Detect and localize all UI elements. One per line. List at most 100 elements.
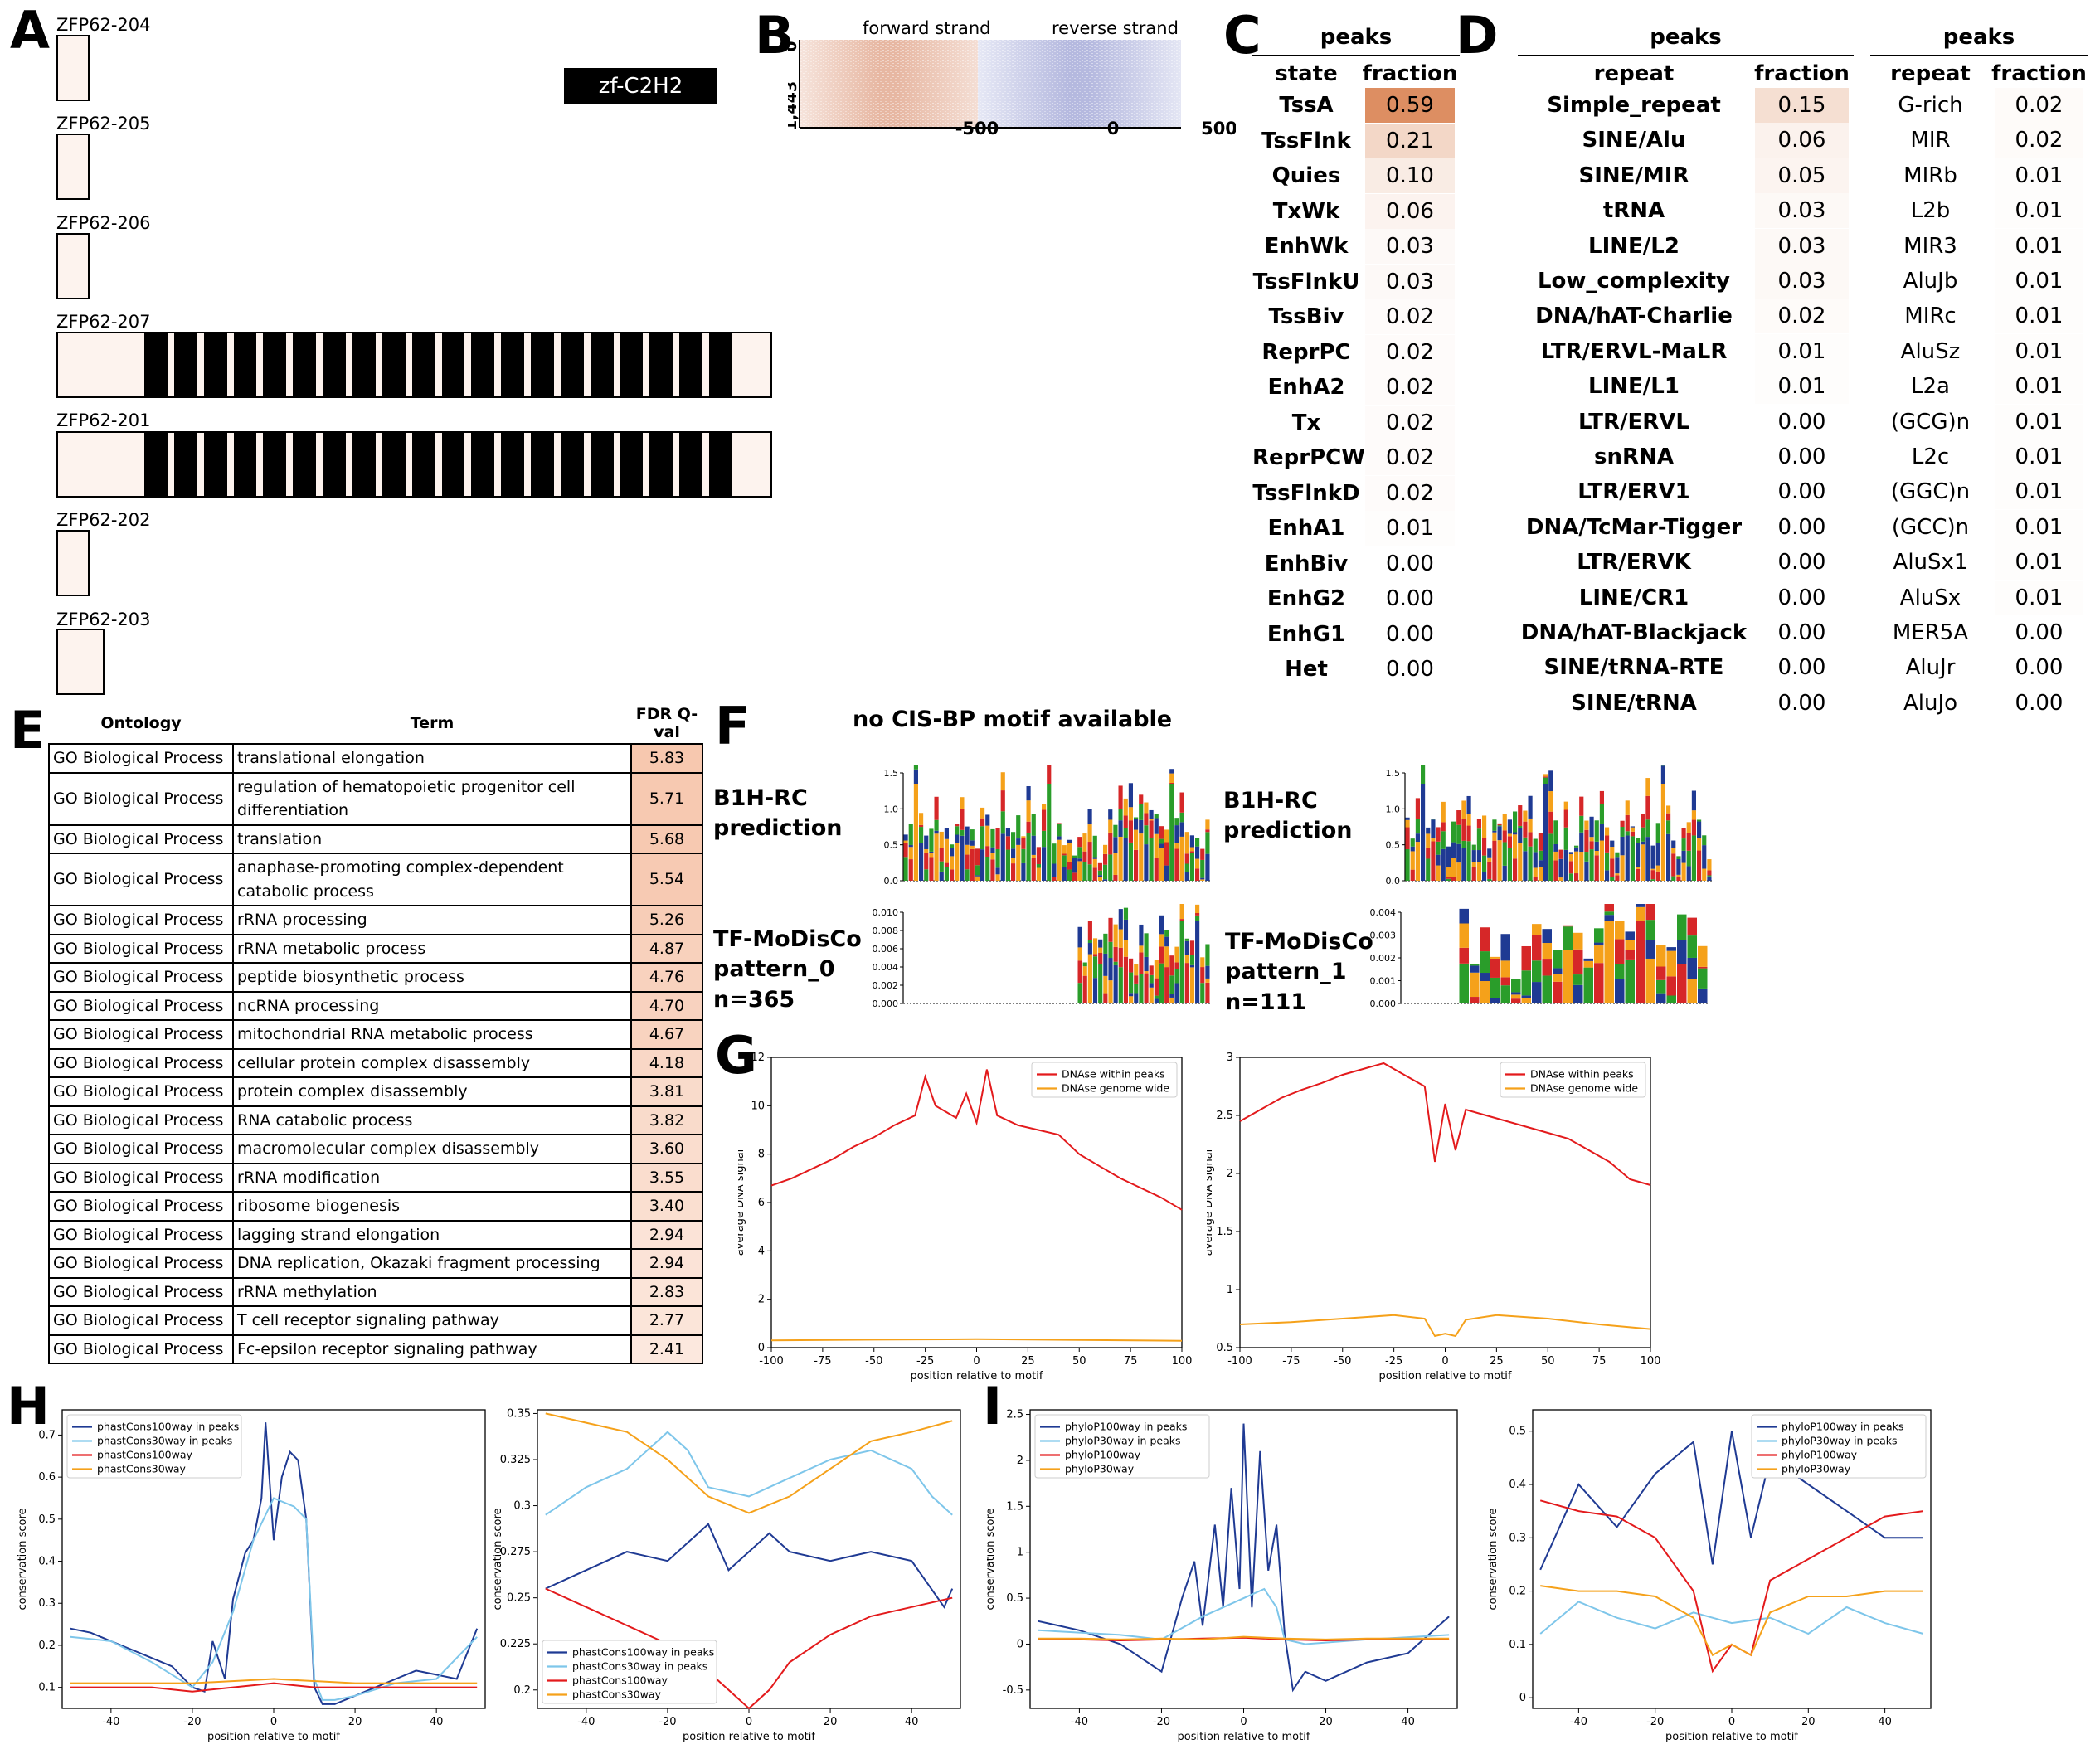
logo-letter bbox=[1436, 841, 1441, 855]
logo-letter bbox=[1500, 977, 1510, 986]
logo-letter bbox=[1195, 846, 1200, 859]
table-row-fraction: 0.03 bbox=[1755, 228, 1849, 264]
logo-ytick: 1.0 bbox=[1386, 804, 1401, 814]
logo-letter bbox=[1533, 867, 1538, 877]
heatmap-xtick-2: 500 bbox=[1201, 119, 1236, 138]
logo-letter bbox=[1461, 800, 1466, 819]
logo-letter bbox=[1159, 848, 1164, 881]
logo-letter bbox=[1655, 823, 1660, 843]
logo-ytick: 0.5 bbox=[1386, 840, 1401, 851]
logo-letter bbox=[1697, 819, 1702, 822]
logo-letter bbox=[1691, 810, 1696, 820]
transcript-name: ZFP62-206 bbox=[56, 213, 151, 233]
table-row-label: TssA bbox=[1279, 93, 1334, 118]
logo-letter bbox=[944, 838, 949, 863]
logo-letter bbox=[1144, 973, 1149, 1003]
logo-letter bbox=[1487, 861, 1492, 879]
logo-letter bbox=[1656, 945, 1666, 967]
table-row-label: EnhG2 bbox=[1266, 586, 1346, 611]
table-row-fraction: 0.02 bbox=[1365, 299, 1455, 334]
logo-letter bbox=[1036, 847, 1041, 865]
logo-letter bbox=[1686, 850, 1691, 867]
chart-i2-phylop: -40 -20 0 20 40 0 0.1 0.2 0.3 0.4 0.5 position rela… bbox=[1487, 1409, 1932, 1743]
x-tick-label: 100 bbox=[1172, 1355, 1193, 1368]
zinc-finger-domain bbox=[471, 433, 495, 496]
logo-letter bbox=[1031, 858, 1036, 881]
logo-letter bbox=[1681, 850, 1686, 863]
logo-letter bbox=[1620, 855, 1625, 881]
chart-g2-dnase: -100 -75 -50 -25 0 25 50 75 100 0.5 1 1.5 2 2.5 3 posit… bbox=[1207, 1052, 1660, 1382]
logo-letter bbox=[1036, 864, 1041, 868]
logo-letter bbox=[1169, 773, 1174, 783]
logo-letter bbox=[1645, 819, 1650, 838]
table-row-label: LTR/ERVK bbox=[1577, 550, 1691, 576]
logo-letter bbox=[1441, 831, 1446, 849]
legend-box bbox=[1751, 1414, 1927, 1479]
table-row-fraction: 0.01 bbox=[1995, 509, 2083, 545]
logo-letter bbox=[1666, 805, 1671, 814]
logo-letter bbox=[1149, 809, 1154, 819]
logo-letter bbox=[1410, 838, 1415, 847]
legend-entry: phastCons30way in peaks bbox=[572, 1660, 707, 1673]
table-row-label: AluJo bbox=[1903, 690, 1958, 716]
logo-letter bbox=[1129, 996, 1134, 1003]
logo-letter bbox=[1480, 951, 1490, 974]
logo-letter bbox=[1584, 861, 1589, 881]
logo-letter bbox=[1579, 852, 1584, 881]
domain-legend-badge: zf-C2H2 bbox=[564, 68, 717, 104]
zinc-finger-domain bbox=[233, 433, 257, 496]
table-col-header: repeat bbox=[1593, 61, 1675, 86]
x-tick-label: 0 bbox=[1728, 1716, 1735, 1728]
logo-letter bbox=[1103, 993, 1108, 1003]
go-qval-cell: 4.87 bbox=[630, 933, 703, 964]
logo-letter bbox=[1698, 988, 1708, 1003]
logo-letter bbox=[1574, 873, 1579, 881]
logo-letter bbox=[1677, 964, 1687, 1003]
series-line-phastcons30way bbox=[70, 1678, 478, 1684]
logo-letter bbox=[955, 826, 960, 835]
logo-letter bbox=[1574, 847, 1579, 852]
logo-letter bbox=[1062, 855, 1067, 867]
logo-letter bbox=[1205, 819, 1210, 830]
logo-letter bbox=[1490, 977, 1500, 998]
logo-letter bbox=[1092, 858, 1097, 868]
logo-letter bbox=[1077, 960, 1082, 984]
logo-letter bbox=[1532, 982, 1542, 1003]
logo-letter bbox=[960, 797, 965, 809]
logo-letter bbox=[1563, 809, 1568, 828]
logo-letter bbox=[903, 843, 908, 858]
logo-letter bbox=[1087, 809, 1092, 825]
logo-letter bbox=[1538, 833, 1543, 851]
logo-letter bbox=[1625, 950, 1635, 960]
go-ontology-cell: GO Biological Process bbox=[48, 1134, 234, 1164]
logo-letter bbox=[1579, 815, 1584, 833]
zinc-finger-domain bbox=[293, 433, 317, 496]
logo-letter bbox=[1677, 940, 1687, 964]
logo-letter bbox=[908, 824, 913, 845]
legend-box bbox=[1034, 1414, 1210, 1479]
table-row-label: L2c bbox=[1911, 445, 1950, 469]
logo-letter bbox=[975, 875, 980, 877]
logo-letter bbox=[1686, 866, 1691, 881]
logo-letter bbox=[970, 840, 975, 846]
logo-letter bbox=[1144, 971, 1149, 974]
logo-letter bbox=[1513, 834, 1518, 859]
logo-ytick: 0.001 bbox=[1370, 976, 1397, 987]
logo-letter bbox=[1543, 776, 1548, 778]
logo-letter bbox=[1159, 946, 1164, 964]
logo-letter bbox=[1426, 827, 1431, 834]
logo-letter bbox=[1118, 947, 1123, 968]
logo-letter bbox=[1134, 817, 1139, 819]
table-row-label: LTR/ERV1 bbox=[1577, 479, 1690, 505]
logo-letter bbox=[1118, 785, 1123, 809]
logo-letter bbox=[1466, 825, 1471, 842]
logo-letter bbox=[1426, 858, 1431, 881]
modisco-label-1: TF-MoDisCo pattern_1 n=111 bbox=[1225, 927, 1373, 1018]
logo-letter bbox=[1533, 877, 1538, 881]
logo-ytick: 0.0 bbox=[884, 876, 899, 887]
go-qval-cell: 3.81 bbox=[630, 1076, 703, 1107]
logo-letter bbox=[1164, 946, 1169, 968]
x-tick-label: 0 bbox=[1441, 1355, 1448, 1368]
logo-ytick: 0.002 bbox=[1370, 953, 1397, 964]
heatmap-xtick-1: 0 bbox=[1107, 119, 1120, 138]
